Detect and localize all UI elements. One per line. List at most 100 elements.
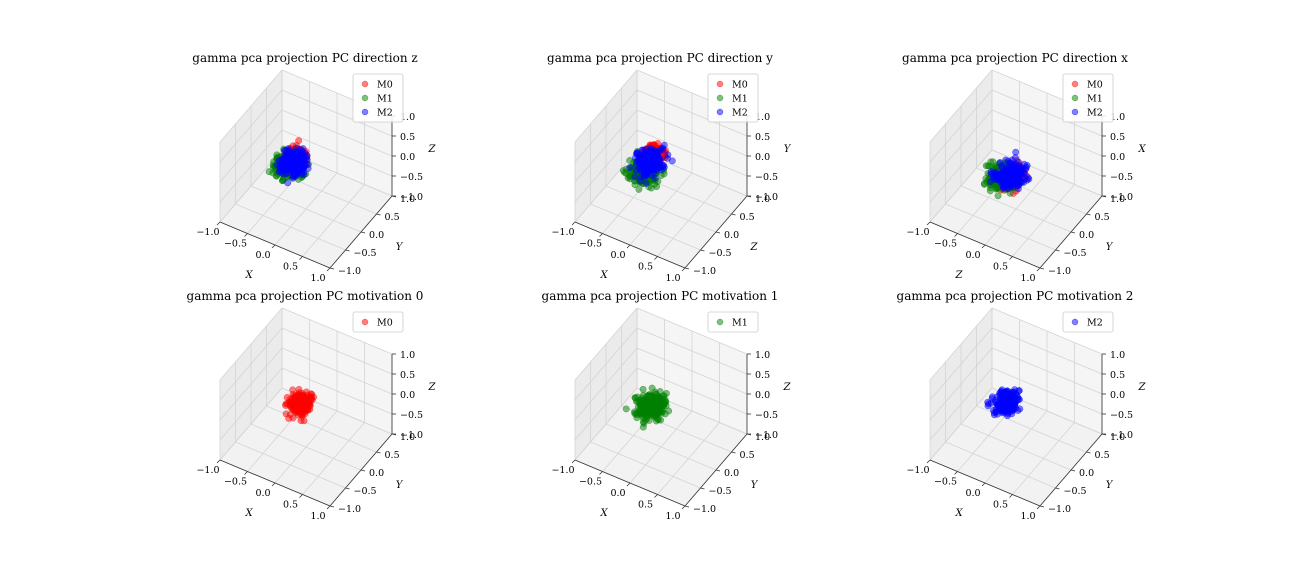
y-tick-label: −0.5 <box>1064 486 1087 497</box>
x-tick-label: −0.5 <box>579 239 602 250</box>
y-tick-label: 0.0 <box>369 468 384 479</box>
z-axis-label: Z <box>783 382 792 393</box>
x-tick-label: −1.0 <box>906 227 929 238</box>
x-tick-label: −1.0 <box>551 465 574 476</box>
x-tick-label: 0.0 <box>610 250 625 261</box>
data-point <box>998 163 1006 171</box>
y-tick-label: −1.0 <box>338 504 361 515</box>
x-tick-label: 1.0 <box>665 273 680 284</box>
z-axis-label: Z <box>428 144 437 155</box>
panel-2: −1.0−1.0−1.0−0.5−0.5−0.50.00.00.00.50.50… <box>547 51 792 284</box>
x-axis-label: X <box>599 508 608 519</box>
legend-marker <box>716 80 724 88</box>
x-tick-label: 0.5 <box>283 262 298 273</box>
data-point <box>1018 174 1026 182</box>
legend-label: M0 <box>377 80 393 91</box>
x-axis-label: X <box>244 508 253 519</box>
data-point <box>631 173 639 181</box>
x-tick-label: −0.5 <box>224 239 247 250</box>
z-tick-label: 0.5 <box>755 132 770 143</box>
z-tick-label: −0.5 <box>755 410 778 421</box>
data-point <box>664 151 672 159</box>
panel-6: −1.0−1.0−1.0−0.5−0.5−0.50.00.00.00.50.50… <box>897 289 1147 522</box>
x-axis-label: X <box>244 270 253 281</box>
z-tick-label: −1.0 <box>1110 430 1133 441</box>
panel-title: gamma pca projection PC direction y <box>547 51 773 65</box>
y-tick-label: 1.0 <box>755 194 770 205</box>
data-point <box>646 156 654 164</box>
z-tick-label: 0.0 <box>755 390 770 401</box>
data-point <box>988 395 996 403</box>
legend-marker <box>1071 80 1079 88</box>
data-point <box>1010 164 1018 172</box>
z-tick-label: −0.5 <box>1110 410 1133 421</box>
y-tick-label: 0.5 <box>385 212 400 223</box>
legend-label: M2 <box>1087 108 1103 119</box>
z-tick-label: −1.0 <box>400 430 423 441</box>
y-tick-label: 0.5 <box>1095 450 1110 461</box>
data-point <box>648 384 656 392</box>
data-point <box>662 402 670 410</box>
z-tick-label: −1.0 <box>400 192 423 203</box>
data-point <box>1014 185 1022 193</box>
data-point <box>635 185 643 193</box>
data-point <box>1005 175 1013 183</box>
data-point <box>987 168 995 176</box>
y-tick-label: 1.0 <box>1110 194 1125 205</box>
x-tick-label: −1.0 <box>906 465 929 476</box>
y-tick-label: 0.5 <box>385 450 400 461</box>
y-tick-label: 0.0 <box>724 230 739 241</box>
data-point <box>654 402 662 410</box>
series-M0 <box>282 385 318 425</box>
y-tick-label: −0.5 <box>1064 248 1087 259</box>
series-M2 <box>984 386 1024 420</box>
panel-title: gamma pca projection PC motivation 0 <box>187 289 424 303</box>
z-tick-label: −0.5 <box>400 410 423 421</box>
z-tick-label: 1.0 <box>755 112 770 123</box>
series-M2 <box>273 144 312 187</box>
y-tick-label: −0.5 <box>354 486 377 497</box>
x-tick-label: 1.0 <box>310 273 325 284</box>
y-tick-label: 1.0 <box>400 194 415 205</box>
data-point <box>994 192 1002 200</box>
z-axis-label: Y <box>784 144 792 155</box>
y-tick-label: 0.0 <box>369 230 384 241</box>
data-point <box>647 184 655 192</box>
legend-marker <box>1071 108 1079 116</box>
data-point <box>284 179 292 187</box>
data-point <box>642 416 649 424</box>
x-tick-label: 0.0 <box>255 250 270 261</box>
z-tick-label: 1.0 <box>400 112 415 123</box>
y-tick-label: 1.0 <box>1110 432 1125 443</box>
data-point <box>1010 388 1018 396</box>
data-point <box>994 410 1001 418</box>
z-axis-label: Z <box>1138 382 1147 393</box>
z-tick-label: −0.5 <box>400 172 423 183</box>
data-point <box>639 423 647 431</box>
legend-marker <box>361 108 369 116</box>
legend-label: M1 <box>732 94 748 105</box>
data-point <box>1007 159 1015 167</box>
x-tick-label: −1.0 <box>196 227 219 238</box>
y-tick-label: 0.5 <box>740 212 755 223</box>
panel-title: gamma pca projection PC direction x <box>902 51 1128 65</box>
data-point <box>285 414 293 422</box>
data-point <box>292 395 300 403</box>
legend-label: M0 <box>377 318 393 329</box>
y-tick-label: −0.5 <box>354 248 377 259</box>
data-point <box>638 411 645 419</box>
series-M2 <box>986 148 1033 193</box>
x-tick-label: 1.0 <box>1020 273 1035 284</box>
data-point <box>622 405 630 413</box>
y-axis-label: Y <box>396 480 404 491</box>
y-axis-label: Y <box>751 480 759 491</box>
x-tick-label: 1.0 <box>310 511 325 522</box>
data-point <box>299 145 307 153</box>
data-point <box>1006 401 1014 409</box>
data-point <box>626 164 634 172</box>
y-tick-label: 1.0 <box>755 432 770 443</box>
panel-title: gamma pca projection PC motivation 2 <box>897 289 1134 303</box>
y-tick-label: −1.0 <box>693 504 716 515</box>
x-tick-label: 0.5 <box>993 262 1008 273</box>
legend-marker <box>361 94 369 102</box>
